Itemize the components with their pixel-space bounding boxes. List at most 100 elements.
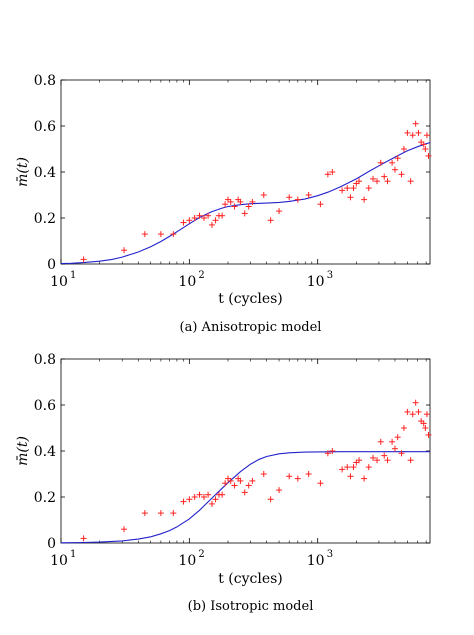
y-tick-label: 0.2: [34, 490, 56, 506]
x-tick-exponent: 1: [70, 549, 76, 560]
data-point: [317, 201, 324, 208]
data-point: [208, 500, 215, 507]
data-point: [423, 411, 430, 418]
data-point: [305, 471, 312, 477]
data-point: [317, 480, 324, 487]
data-point: [219, 491, 226, 498]
data-point: [404, 408, 411, 415]
data-point: [208, 221, 215, 228]
data-point: [374, 178, 381, 185]
model-curve: [60, 451, 430, 544]
data-point: [404, 129, 411, 136]
data-point: [381, 173, 388, 180]
data-point: [227, 477, 234, 484]
data-point: [157, 510, 164, 517]
model-curve: [60, 142, 431, 265]
x-tick-label: 10: [307, 553, 325, 569]
data-point: [231, 482, 238, 489]
x-axis-label: t (cycles): [218, 291, 283, 307]
data-point: [415, 408, 422, 415]
y-tick-label: 0: [47, 536, 56, 552]
panel-b: 00.20.40.60.810 1 10 2 10 3m̄(t)t (cycles)(b)…: [15, 352, 432, 614]
data-point: [377, 159, 384, 166]
data-point: [237, 198, 244, 205]
data-point: [370, 175, 377, 182]
data-point: [249, 477, 256, 484]
data-point: [412, 120, 419, 127]
data-point: [361, 196, 368, 203]
panel-caption: (a) Anisotropic model: [180, 320, 322, 335]
data-point: [260, 192, 267, 198]
data-point: [381, 452, 388, 459]
y-tick-label: 0.4: [34, 165, 56, 181]
data-point: [350, 185, 357, 192]
data-point: [384, 457, 391, 464]
data-point: [196, 491, 203, 498]
data-point: [294, 196, 301, 203]
data-point: [222, 201, 229, 208]
data-point: [121, 247, 128, 254]
x-tick-exponent: 1: [70, 270, 76, 281]
data-point: [212, 496, 219, 503]
data-point: [324, 450, 331, 457]
data-point: [294, 475, 301, 482]
data-point: [409, 411, 416, 418]
data-point: [420, 141, 427, 148]
data-point: [205, 212, 212, 219]
data-point: [374, 457, 381, 464]
y-axis-label: m̄(t): [15, 436, 31, 466]
y-tick-label: 0.4: [34, 444, 56, 460]
data-point: [245, 482, 252, 489]
data-point: [186, 217, 193, 224]
plot-frame: [60, 358, 431, 544]
data-point: [425, 152, 432, 159]
data-point: [398, 171, 405, 178]
data-point: [389, 159, 396, 166]
data-point: [400, 146, 407, 152]
data-point: [276, 208, 283, 215]
x-tick-exponent: 3: [327, 270, 333, 281]
data-point: [400, 425, 407, 431]
y-tick-label: 0.8: [34, 73, 56, 89]
y-tick-label: 0.6: [34, 398, 56, 414]
y-tick-label: 0.8: [34, 352, 56, 368]
data-point: [361, 475, 368, 482]
x-tick-exponent: 2: [198, 549, 204, 560]
data-point: [329, 169, 336, 175]
data-point: [241, 210, 248, 217]
x-tick-label: 10: [50, 553, 68, 569]
data-point: [365, 185, 372, 192]
data-point: [200, 494, 207, 500]
data-point: [170, 231, 177, 238]
x-tick-label: 10: [307, 274, 325, 290]
data-point: [384, 178, 391, 185]
data-point: [394, 434, 401, 441]
data-point: [196, 212, 203, 219]
y-tick-label: 0.6: [34, 119, 56, 135]
data-point: [305, 192, 312, 198]
data-point: [245, 203, 252, 210]
x-tick-label: 10: [178, 274, 196, 290]
data-point: [347, 473, 354, 480]
data-point: [180, 498, 187, 505]
data-point: [227, 198, 234, 205]
data-point: [141, 231, 148, 238]
data-point: [157, 231, 164, 238]
data-point: [407, 457, 414, 464]
data-point: [347, 194, 354, 201]
data-point: [344, 185, 351, 192]
data-point: [412, 399, 419, 406]
data-point: [170, 510, 177, 517]
data-point: [200, 215, 207, 221]
data-point: [415, 129, 422, 136]
plot-frame: [60, 79, 431, 265]
data-point: [286, 473, 293, 480]
x-tick-exponent: 3: [327, 549, 333, 560]
data-point: [80, 535, 87, 542]
data-point: [389, 438, 396, 445]
y-tick-label: 0: [47, 257, 56, 273]
data-point: [422, 425, 429, 431]
data-point: [420, 420, 427, 427]
data-point: [219, 212, 226, 219]
